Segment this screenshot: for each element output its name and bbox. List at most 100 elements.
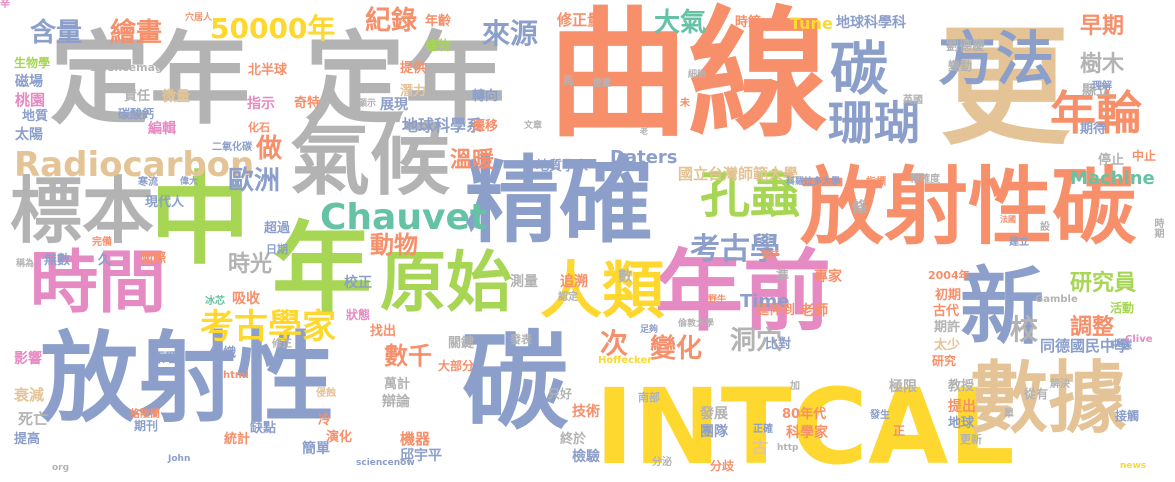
- cloud-word: 碳酸鈣: [118, 107, 155, 121]
- cloud-word: 研究員: [1070, 271, 1137, 296]
- cloud-word: 活動: [1110, 301, 1135, 315]
- cloud-word: 團隊: [700, 424, 728, 440]
- cloud-word: 狀態: [346, 308, 371, 322]
- cloud-word: 建立: [1009, 237, 1029, 248]
- cloud-word: 條: [852, 198, 868, 216]
- cloud-word: 編輯: [148, 121, 176, 137]
- cloud-word: INTCAL: [595, 366, 1015, 482]
- cloud-word: 專家: [814, 269, 842, 285]
- cloud-word: 中碳: [1110, 338, 1132, 351]
- cloud-word: 地球: [948, 416, 975, 431]
- cloud-word: 研究: [932, 354, 957, 368]
- cloud-word: 精確度: [910, 174, 940, 185]
- cloud-word: 法國: [1000, 215, 1016, 224]
- cloud-word: 二氧化碳: [212, 142, 252, 153]
- cloud-word: 正確: [753, 424, 773, 435]
- cloud-word: 接觸: [1115, 409, 1140, 423]
- cloud-word: 洞穴: [730, 326, 783, 356]
- cloud-word: 80年代: [782, 407, 827, 422]
- cloud-word: 死亡: [18, 410, 49, 428]
- cloud-word: 數: [618, 269, 632, 285]
- cloud-word: 找出: [370, 324, 397, 339]
- cloud-word: 衰減: [14, 386, 45, 404]
- cloud-word: 指標: [866, 177, 886, 188]
- cloud-word: Hoffecker: [598, 355, 653, 366]
- cloud-word: 太陽: [15, 127, 43, 143]
- cloud-word: 地球科學科: [836, 15, 906, 31]
- cloud-word: 影響: [14, 351, 42, 367]
- cloud-word: 動物: [370, 231, 418, 259]
- cloud-word: 展現: [380, 97, 408, 113]
- cloud-word: sciencemag: [90, 61, 163, 74]
- cloud-word: 時鐘: [735, 15, 762, 30]
- cloud-word: 生物學: [14, 56, 51, 70]
- cloud-word: Time: [740, 291, 790, 312]
- cloud-word: 定年: [50, 21, 250, 138]
- cloud-word: 放射性碳: [800, 158, 1137, 256]
- cloud-word: Daters: [610, 147, 678, 168]
- cloud-word: 文章: [524, 121, 543, 131]
- cloud-word: http: [777, 443, 799, 453]
- cloud-word: 設: [1040, 222, 1050, 233]
- cloud-word: 修正: [272, 339, 292, 350]
- cloud-word: 定年: [305, 21, 505, 138]
- cloud-word: 太少: [934, 338, 961, 353]
- cloud-word: 時期: [1152, 218, 1163, 238]
- cloud-word: 原理: [152, 351, 179, 366]
- cloud-word: Tune: [790, 14, 833, 33]
- cloud-word: 古代: [933, 304, 960, 319]
- cloud-word: 足夠: [640, 325, 659, 335]
- cloud-word: 校正: [344, 275, 372, 291]
- cloud-word: 辛: [0, 0, 10, 10]
- cloud-word: 新: [960, 258, 1045, 356]
- cloud-word: 解決: [1050, 379, 1070, 390]
- cloud-word: 次: [600, 327, 629, 360]
- cloud-word: 正: [893, 424, 906, 438]
- cloud-word: 教授: [948, 379, 975, 394]
- cloud-word: 北半球: [248, 63, 288, 78]
- cloud-word: 關鍵: [448, 336, 475, 351]
- cloud-word: 理解: [1092, 81, 1112, 92]
- cloud-word: 侵蝕: [316, 388, 336, 399]
- cloud-word: 倫敦大學: [678, 319, 715, 329]
- cloud-word: 做: [256, 134, 283, 164]
- cloud-word: 中: [150, 161, 250, 278]
- cloud-word: 野牛: [708, 295, 727, 305]
- cloud-word: 久: [98, 253, 112, 268]
- cloud-word: 國立台灣師範大學: [678, 165, 799, 183]
- cloud-word: 時間: [30, 244, 167, 323]
- cloud-word: 放射性: [40, 322, 335, 436]
- cloud-word: 同德國民中學: [1040, 337, 1131, 355]
- cloud-word: sciencenow: [356, 458, 415, 468]
- cloud-word: 辯論: [382, 394, 410, 410]
- cloud-word: 提出: [948, 399, 976, 415]
- cloud-word: 更新: [960, 433, 982, 446]
- cloud-word: 大氣: [654, 8, 707, 38]
- cloud-word: 碳: [462, 321, 568, 444]
- cloud-word: 細胞: [688, 70, 707, 80]
- cloud-word: 年前: [655, 240, 832, 343]
- cloud-word: 技術: [572, 404, 600, 420]
- cloud-word: 只好: [548, 387, 573, 401]
- cloud-word: 繪畫: [110, 18, 163, 48]
- cloud-word: Clive: [1125, 334, 1153, 345]
- cloud-word: 組織: [210, 346, 237, 361]
- cloud-word: org: [52, 463, 70, 473]
- cloud-word: 曲線: [548, 0, 829, 157]
- cloud-word: 科學家: [786, 425, 828, 441]
- cloud-word: 人類: [540, 254, 665, 327]
- cloud-word: 劉德慶: [946, 39, 986, 54]
- cloud-word: 無數: [44, 253, 71, 268]
- cloud-word: 溫暖: [450, 148, 495, 173]
- cloud-word: 樹木: [1080, 52, 1125, 77]
- cloud-word: 早期: [1080, 14, 1125, 39]
- cloud-word: 現代人: [145, 195, 185, 210]
- cloud-word: 校: [1010, 313, 1039, 346]
- cloud-word: 微量: [162, 89, 190, 105]
- cloud-word: 南部: [638, 391, 660, 404]
- cloud-word: 比對: [765, 337, 792, 352]
- cloud-word: 顯示: [358, 99, 377, 109]
- cloud-word: 氣候: [290, 113, 450, 206]
- cloud-word: 更: [940, 11, 1071, 163]
